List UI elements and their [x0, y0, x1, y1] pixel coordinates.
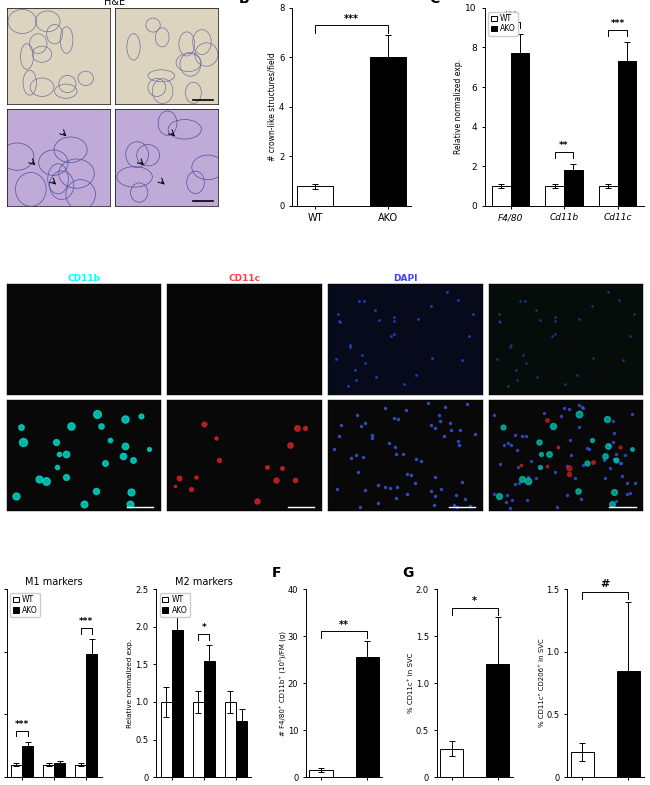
- Bar: [172, 630, 183, 777]
- Bar: [236, 721, 247, 777]
- Bar: [617, 670, 640, 777]
- Bar: [297, 186, 333, 206]
- Bar: [309, 770, 333, 777]
- Bar: [225, 702, 236, 777]
- Text: ***: ***: [503, 11, 517, 20]
- Bar: [486, 664, 510, 777]
- Y-axis label: Relative normalized exp.: Relative normalized exp.: [127, 638, 133, 728]
- Bar: [356, 657, 379, 777]
- Bar: [161, 702, 172, 777]
- Y-axis label: # crown-like structures/field: # crown-like structures/field: [267, 53, 276, 161]
- Title: M2 markers: M2 markers: [175, 577, 233, 587]
- Y-axis label: % CD11c⁺ in SVC: % CD11c⁺ in SVC: [408, 653, 415, 714]
- Bar: [86, 654, 98, 777]
- Bar: [599, 186, 617, 206]
- Y-axis label: # F4/80⁺ CD11b⁺ (10⁵)/FM (g): # F4/80⁺ CD11b⁺ (10⁵)/FM (g): [279, 630, 286, 736]
- Text: **: **: [559, 141, 569, 151]
- Bar: [192, 702, 204, 777]
- Bar: [22, 746, 33, 777]
- Text: C: C: [429, 0, 439, 6]
- Legend: WT, AKO: WT, AKO: [160, 593, 190, 617]
- Text: ***: ***: [15, 720, 29, 728]
- Text: G: G: [402, 567, 413, 580]
- Bar: [510, 53, 529, 206]
- Bar: [571, 752, 594, 777]
- Text: *: *: [202, 623, 206, 632]
- Bar: [370, 57, 406, 206]
- Text: **: **: [167, 593, 177, 602]
- Title: CD11b: CD11b: [68, 274, 100, 283]
- Y-axis label: % CD11cⁿ CD206⁺ in SVC: % CD11cⁿ CD206⁺ in SVC: [539, 639, 545, 728]
- Title: M1 markers: M1 markers: [25, 577, 83, 587]
- Title: CD11c: CD11c: [229, 274, 261, 283]
- Text: B: B: [239, 0, 249, 6]
- Text: F: F: [272, 567, 281, 580]
- Text: *: *: [473, 596, 477, 606]
- Title: H&E: H&E: [105, 0, 125, 7]
- Legend: WT, AKO: WT, AKO: [10, 593, 40, 617]
- Bar: [204, 660, 215, 777]
- Bar: [618, 61, 636, 206]
- Bar: [75, 765, 86, 777]
- Text: #: #: [601, 579, 610, 589]
- Bar: [492, 186, 510, 206]
- Bar: [564, 170, 583, 206]
- Bar: [440, 749, 463, 777]
- Legend: WT, AKO: WT, AKO: [488, 12, 518, 36]
- Text: **: **: [339, 620, 349, 630]
- Title: Merged: Merged: [547, 274, 586, 283]
- Bar: [11, 765, 22, 777]
- Text: ***: ***: [344, 14, 359, 24]
- Bar: [545, 186, 564, 206]
- Title: DAPI: DAPI: [393, 274, 418, 283]
- Y-axis label: Relative normalized exp.: Relative normalized exp.: [454, 60, 463, 155]
- Text: ***: ***: [610, 19, 625, 27]
- Bar: [54, 763, 66, 777]
- Bar: [43, 765, 54, 777]
- Text: ***: ***: [79, 617, 94, 626]
